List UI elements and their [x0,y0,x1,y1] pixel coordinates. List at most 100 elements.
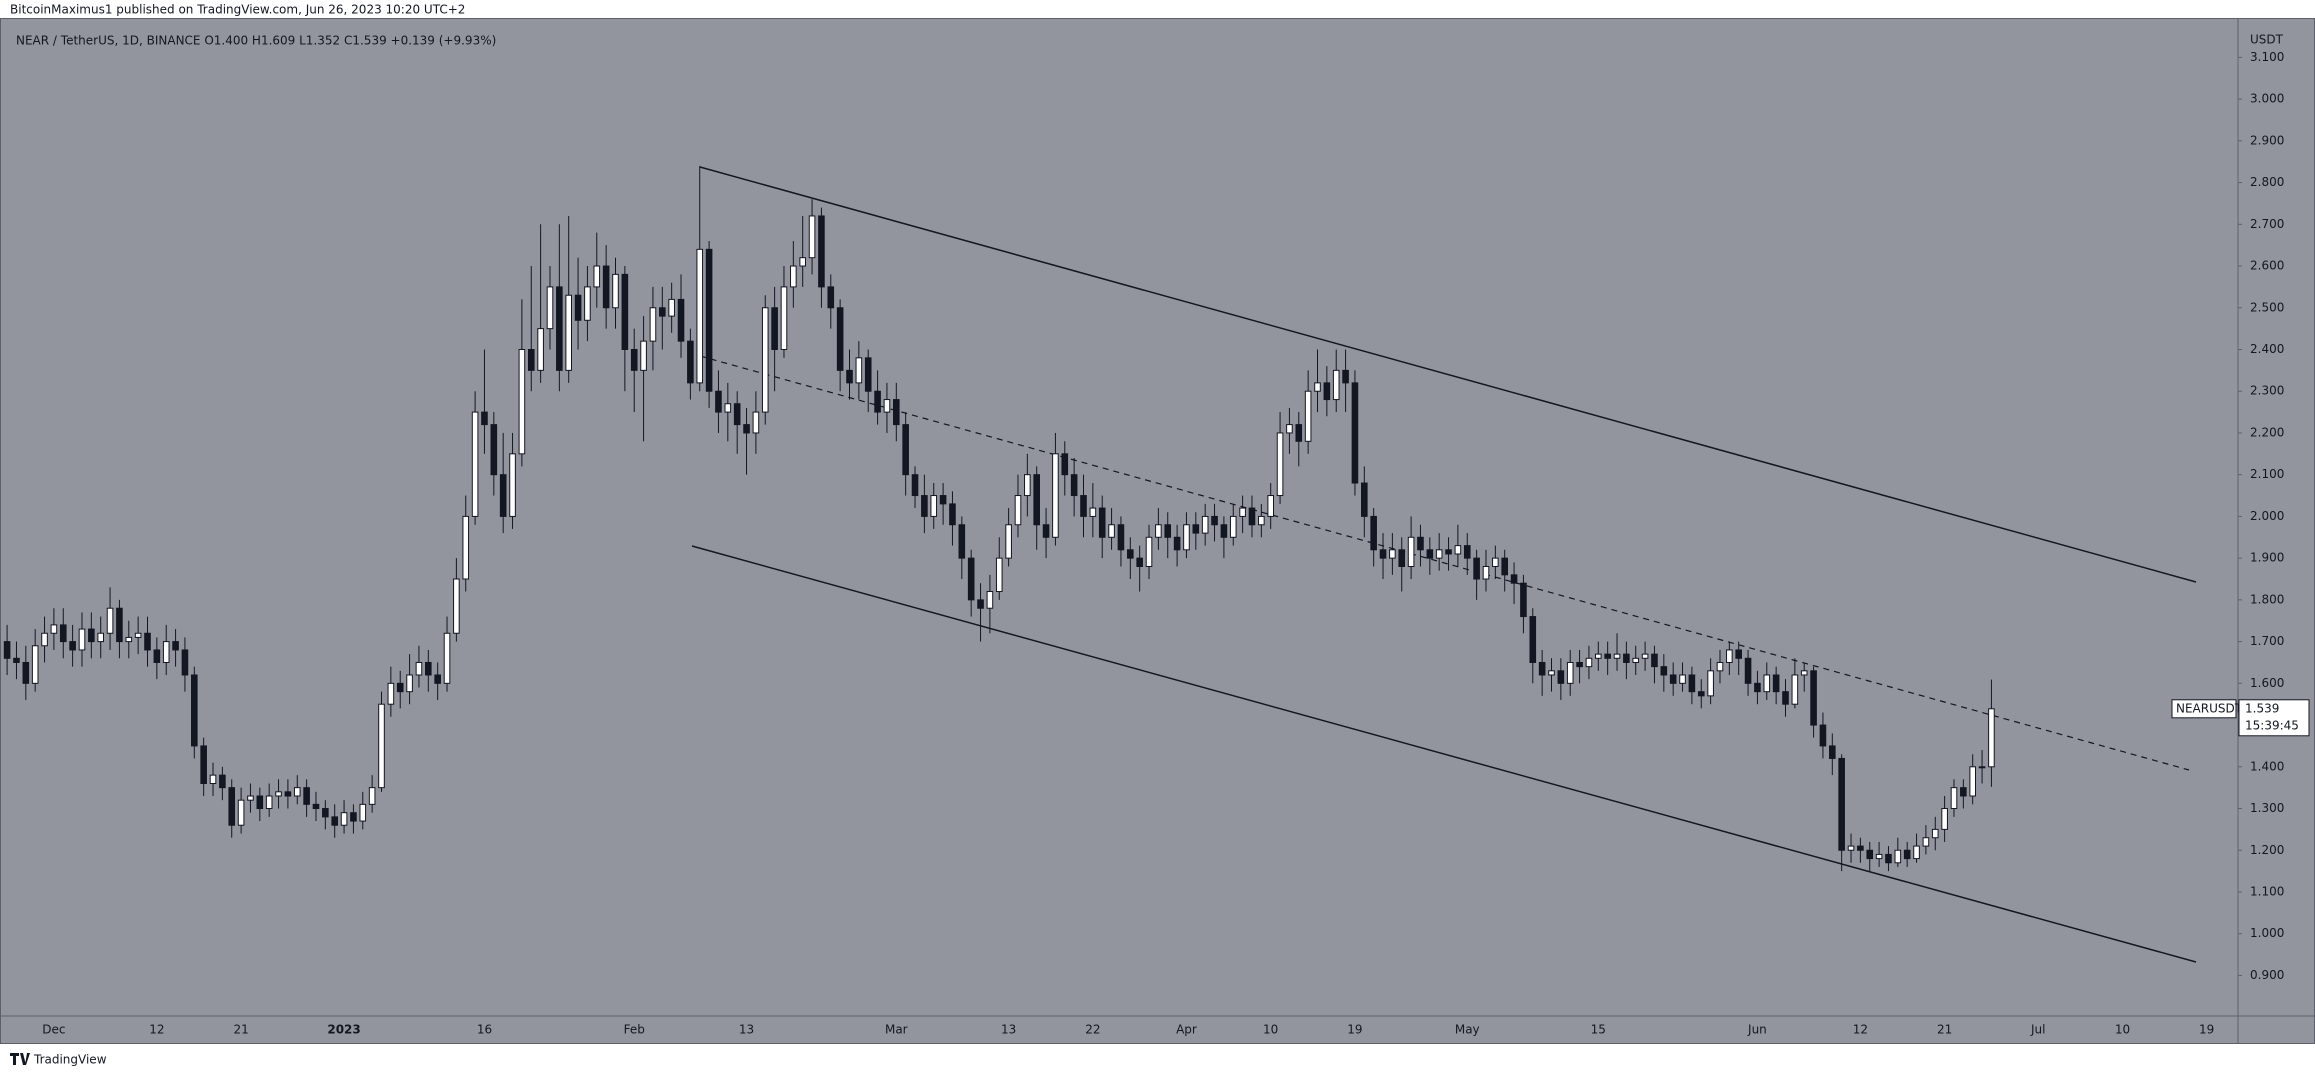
candle-body [1258,515,1265,526]
candle-body [1052,453,1059,538]
candle-body [1435,549,1443,559]
candle-body [995,557,1003,593]
candle-body [1585,657,1593,668]
x-tick-label: Mar [885,1023,908,1037]
candle-body [1660,666,1668,676]
candle-body [902,424,909,476]
x-tick-label: 10 [1263,1023,1278,1037]
candle-body [1557,670,1565,684]
candle-body [1454,545,1462,555]
channel-upper-line [699,166,2197,583]
candle-body [752,411,760,434]
candle-body [1117,524,1125,551]
candle-body [864,357,872,392]
candle-body [1201,515,1209,534]
candle-body [1894,849,1902,864]
x-tick-label: 19 [2199,1023,2214,1037]
candle-body [50,624,58,634]
x-tick-label: 13 [1001,1023,1016,1037]
candle-body [284,791,292,797]
candle-body [537,328,544,371]
candle-body [1810,670,1817,726]
candle-body [855,357,863,384]
candle-body [911,474,919,497]
candle-body [219,774,226,789]
candle-body [247,795,254,801]
candle-body [1520,582,1527,618]
candle-body [724,403,732,413]
candle-body [265,795,273,810]
candle-body [1538,661,1546,676]
channel-mid-line [699,355,2190,771]
candle-body [1941,808,1948,830]
candle-body [1014,495,1022,526]
candle-body [22,661,30,684]
candle-body [659,307,666,317]
candle-body [1211,515,1218,526]
candle-body [1098,507,1106,538]
candle-body [322,808,329,818]
candle-body [1548,670,1555,676]
candle-body [275,791,282,797]
candle-body [1726,649,1733,663]
x-tick-label: 15 [1591,1023,1606,1037]
candle-body [705,248,713,392]
candle-body [556,286,563,371]
candle-body [1173,536,1181,551]
publisher-header: BitcoinMaximus1 published on TradingView… [10,3,465,17]
y-tick-label: 2.500 [2250,300,2284,314]
candle-body [518,348,526,455]
candle-body [41,632,48,647]
y-tick-label: 2.200 [2250,425,2284,439]
y-tick-label: 1.200 [2250,843,2284,857]
candle-body [1960,787,1967,797]
candle-body [415,661,423,676]
candle-body [191,674,198,747]
candle-body [1501,557,1509,576]
candle-body [31,645,39,684]
candle-body [1183,524,1190,551]
candle-body [1763,674,1771,693]
candle-body [715,390,722,413]
candle-body [406,674,413,693]
x-tick-label: 21 [233,1023,248,1037]
candle-body [1351,382,1359,484]
candle-body [1772,674,1780,693]
candle-body [1361,482,1368,517]
candle-body [1782,691,1789,705]
x-tick-label: Jun [1747,1023,1767,1037]
candle-body [1931,828,1939,839]
candle-body [893,399,900,426]
candle-body [1323,382,1331,401]
candle-body [584,286,591,321]
candle-body [808,215,816,259]
candle-body [1229,515,1237,538]
candle-body [1819,724,1827,747]
candle-body [88,628,95,643]
candle-body [1389,549,1396,559]
candle-body [1913,845,1920,860]
candle-body [1239,507,1246,517]
x-tick-label: Apr [1176,1023,1197,1037]
x-tick-label: 21 [1937,1023,1952,1037]
candle-body [256,795,264,810]
candle-body [1192,524,1200,534]
candle-body [1679,674,1686,684]
x-tick-label: 22 [1085,1023,1100,1037]
candle-body [312,803,320,810]
last-price-label: 1.539 [2245,701,2279,715]
candle-body [1304,390,1312,442]
candle-body [1033,474,1041,526]
x-tick-label: Feb [624,1023,645,1037]
candle-body [1510,574,1518,584]
candle-body [1136,557,1143,567]
candle-body [1286,424,1293,434]
candle-body [1492,557,1499,567]
y-tick-label: 3.000 [2250,92,2284,106]
candle-body [1903,849,1911,860]
candle-body [340,812,348,826]
candle-body [836,307,844,371]
candle-body [1295,424,1303,442]
candle-body [1632,657,1640,663]
